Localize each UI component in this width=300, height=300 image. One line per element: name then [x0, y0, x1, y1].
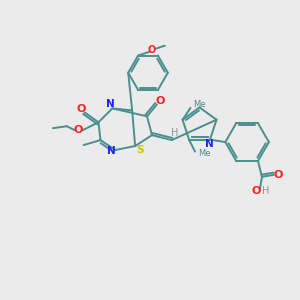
- Text: O: O: [251, 186, 261, 196]
- Text: Me: Me: [198, 149, 211, 158]
- Text: O: O: [155, 97, 165, 106]
- Text: O: O: [74, 125, 83, 135]
- Text: S: S: [136, 145, 144, 155]
- Text: N: N: [205, 139, 213, 148]
- Text: Me: Me: [194, 100, 206, 109]
- Text: O: O: [148, 45, 156, 55]
- Text: N: N: [106, 99, 115, 110]
- Text: N: N: [107, 146, 116, 156]
- Text: H: H: [262, 186, 270, 196]
- Text: O: O: [77, 104, 86, 114]
- Text: H: H: [171, 128, 178, 138]
- Text: O: O: [273, 170, 283, 180]
